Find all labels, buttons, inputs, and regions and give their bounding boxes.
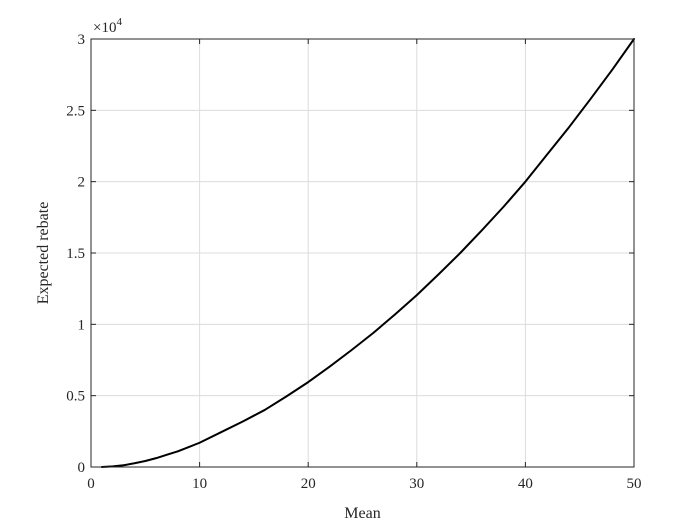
y-tick-label: 1.5	[66, 246, 85, 262]
y-axis-exponent-label: ×104	[93, 16, 122, 36]
x-tick-label: 40	[518, 476, 533, 492]
x-tick-label: 50	[627, 476, 642, 492]
y-tick-label: 0	[78, 460, 86, 476]
y-tick-label: 1	[78, 317, 86, 333]
y-exponent-base: ×10	[93, 20, 116, 36]
y-tick-label: 3	[78, 32, 86, 48]
plot-area	[100, 38, 635, 468]
x-tick-label: 0	[87, 476, 95, 492]
y-exponent-power: 4	[116, 16, 122, 28]
y-tick-label: 0.5	[66, 389, 85, 405]
y-tick-label: 2	[78, 175, 86, 191]
x-axis-title: Mean	[344, 505, 380, 522]
y-tick-label: 2.5	[66, 103, 85, 119]
y-axis-title: Expected rebate	[35, 202, 52, 305]
ticks: 0 10 20 30 40 50 0 0.5 1 1.5 2 2.5 3	[66, 32, 641, 492]
grid	[90, 38, 635, 468]
x-tick-label: 30	[409, 476, 424, 492]
series-line	[100, 38, 635, 468]
x-tick-label: 20	[301, 476, 316, 492]
x-tick-label: 10	[192, 476, 207, 492]
